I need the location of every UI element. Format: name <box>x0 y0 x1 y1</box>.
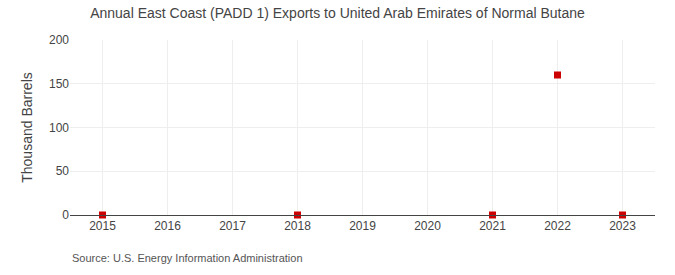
svg-text:2015: 2015 <box>89 219 116 233</box>
svg-text:Thousand Barrels: Thousand Barrels <box>19 72 35 183</box>
svg-text:2022: 2022 <box>544 219 571 233</box>
svg-text:Annual East Coast (PADD 1) Exp: Annual East Coast (PADD 1) Exports to Un… <box>90 5 585 21</box>
svg-text:2023: 2023 <box>609 219 636 233</box>
svg-text:Source: U.S. Energy Informatio: Source: U.S. Energy Information Administ… <box>72 252 303 264</box>
svg-text:2019: 2019 <box>349 219 376 233</box>
svg-text:200: 200 <box>49 33 69 47</box>
svg-text:2016: 2016 <box>154 219 181 233</box>
svg-text:0: 0 <box>62 208 69 222</box>
svg-text:2020: 2020 <box>414 219 441 233</box>
svg-text:50: 50 <box>56 164 70 178</box>
svg-text:2021: 2021 <box>479 219 506 233</box>
svg-text:150: 150 <box>49 77 69 91</box>
svg-text:2017: 2017 <box>219 219 246 233</box>
svg-text:100: 100 <box>49 121 69 135</box>
svg-text:2018: 2018 <box>284 219 311 233</box>
